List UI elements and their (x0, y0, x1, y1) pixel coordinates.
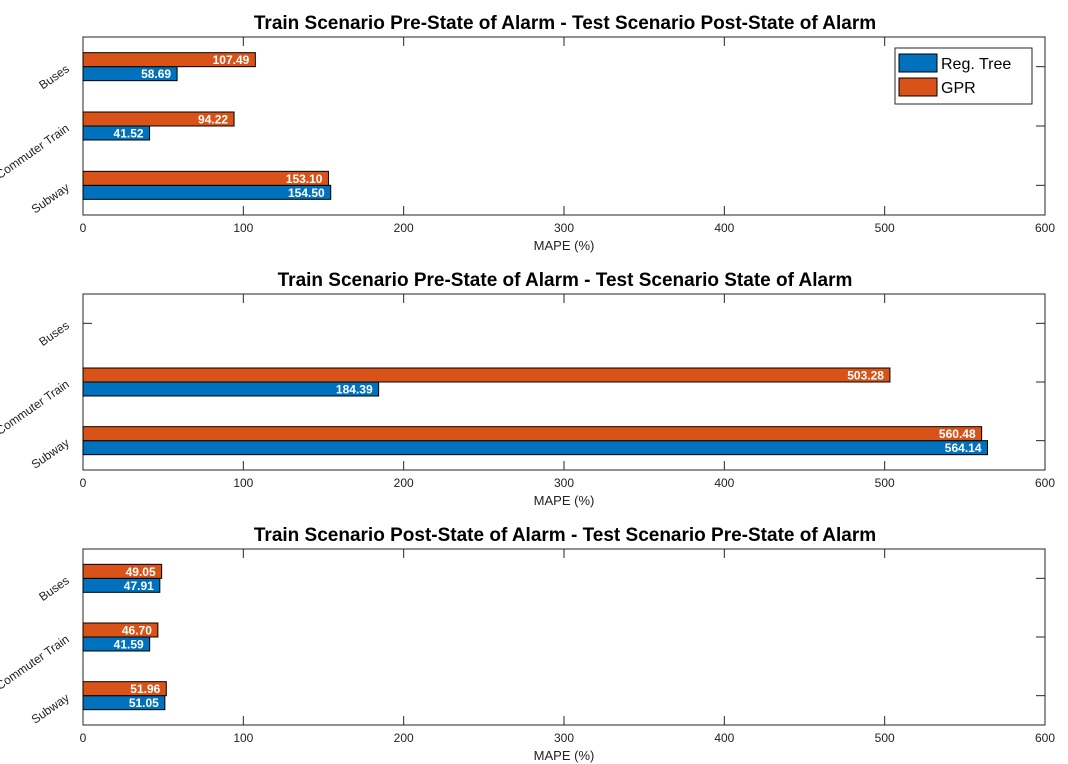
category-label: Subway (29, 691, 72, 727)
x-tick-label: 100 (233, 221, 253, 235)
bar-gpr (82, 563, 163, 579)
x-tick-label: 500 (875, 221, 895, 235)
bar-reg_tree (82, 381, 380, 397)
x-tick-label: 0 (80, 476, 87, 490)
chart-panel-3: Train Scenario Post-State of Alarm - Tes… (0, 525, 1055, 763)
x-tick-label: 200 (394, 731, 414, 745)
category-label: Subway (29, 436, 72, 472)
x-tick-label: 100 (233, 731, 253, 745)
x-tick-label: 400 (714, 476, 734, 490)
chart-title: Train Scenario Post-State of Alarm - Tes… (254, 525, 876, 546)
data-label: 94.22 (198, 113, 228, 127)
data-label: 41.52 (114, 127, 144, 141)
bar-gpr (82, 622, 159, 638)
data-label: 41.59 (114, 638, 144, 652)
data-label: 49.05 (126, 565, 156, 579)
x-tick-label: 600 (1035, 731, 1055, 745)
category-label: Commuter Train (0, 377, 72, 438)
x-tick-label: 500 (875, 476, 895, 490)
legend: Reg. Tree GPR (894, 47, 1033, 105)
category-label: Buses (36, 62, 71, 93)
bar-gpr (82, 111, 235, 127)
x-tick-label: 0 (80, 221, 87, 235)
data-label: 51.96 (130, 682, 160, 696)
plot-area (82, 548, 1046, 726)
bar-gpr (82, 52, 256, 68)
category-label: Buses (36, 318, 71, 349)
data-label: 51.05 (129, 696, 159, 710)
category-label: Subway (29, 180, 72, 216)
chart-panel-2: Train Scenario Pre-State of Alarm - Test… (0, 270, 1055, 508)
category-label: Commuter Train (0, 632, 72, 693)
x-tick-label: 300 (554, 221, 574, 235)
x-tick-label: 500 (875, 731, 895, 745)
data-label: 153.10 (286, 172, 323, 186)
x-tick-label: 400 (714, 221, 734, 235)
x-tick-label: 200 (394, 476, 414, 490)
data-label: 154.50 (288, 186, 325, 200)
chart-panel-1: Train Scenario Pre-State of Alarm - Test… (0, 13, 1055, 253)
bar-gpr (82, 426, 983, 442)
legend-label-reg_tree: Reg. Tree (941, 56, 1011, 73)
x-tick-label: 100 (233, 476, 253, 490)
data-label: 184.39 (336, 383, 373, 397)
data-label: 560.48 (939, 427, 976, 441)
category-label: Commuter Train (0, 121, 72, 182)
data-label: 564.14 (945, 441, 982, 455)
x-axis-label: MAPE (%) (534, 748, 595, 763)
bar-gpr (82, 367, 891, 383)
x-tick-label: 300 (554, 731, 574, 745)
category-label: Buses (36, 573, 71, 604)
x-axis-label: MAPE (%) (534, 238, 595, 253)
legend-swatch-reg_tree (898, 53, 938, 73)
chart-title: Train Scenario Pre-State of Alarm - Test… (254, 13, 876, 34)
x-tick-label: 400 (714, 731, 734, 745)
x-axis-label: MAPE (%) (534, 493, 595, 508)
data-label: 46.70 (122, 624, 152, 638)
data-label: 503.28 (847, 369, 884, 383)
bar-gpr (82, 681, 167, 697)
data-label: 107.49 (213, 53, 250, 67)
data-label: 58.69 (141, 67, 171, 81)
x-tick-label: 200 (394, 221, 414, 235)
x-tick-label: 600 (1035, 221, 1055, 235)
bar-gpr (82, 170, 329, 186)
x-tick-label: 300 (554, 476, 574, 490)
legend-label-gpr: GPR (941, 80, 976, 97)
bar-reg_tree (82, 440, 989, 456)
legend-swatch-gpr (898, 77, 938, 97)
x-tick-label: 600 (1035, 476, 1055, 490)
x-tick-label: 0 (80, 731, 87, 745)
chart-title: Train Scenario Pre-State of Alarm - Test… (278, 270, 853, 291)
data-label: 47.91 (124, 579, 154, 593)
